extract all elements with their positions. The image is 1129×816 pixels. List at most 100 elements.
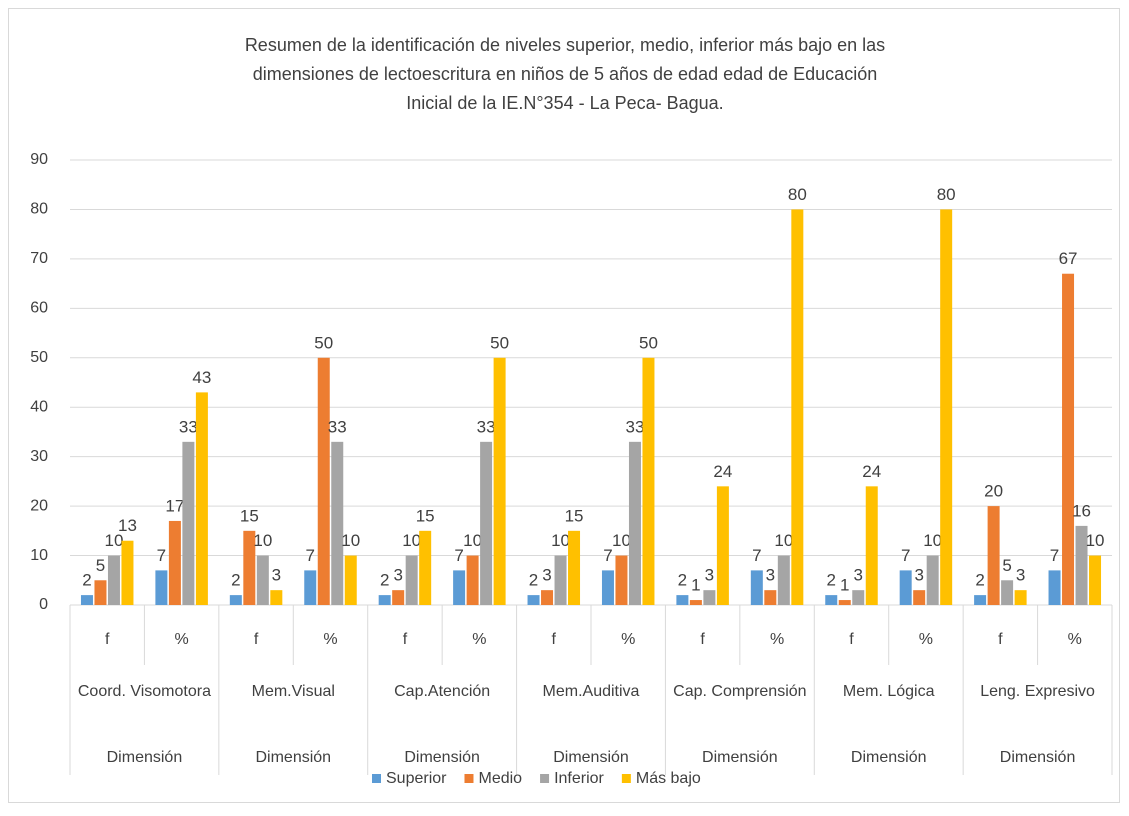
data-label: 10 (612, 531, 631, 550)
bar (852, 590, 865, 605)
group-label: Leng. Expresivo (980, 683, 1095, 700)
outer-label: Dimensión (404, 749, 480, 766)
y-tick-label: 20 (30, 497, 48, 514)
data-label: 3 (393, 566, 402, 585)
data-label: 10 (402, 531, 421, 550)
bar (1075, 525, 1088, 605)
x-tick-label: f (105, 631, 110, 648)
data-label: 2 (975, 571, 984, 590)
legend-label: Medio (478, 770, 522, 787)
bar (493, 357, 506, 605)
bar (987, 506, 1000, 605)
legend-label: Superior (386, 770, 447, 787)
data-label: 7 (603, 546, 612, 565)
data-label: 5 (96, 556, 105, 575)
data-label: 80 (788, 185, 807, 204)
y-tick-label: 10 (30, 547, 48, 564)
x-tick-label: % (621, 631, 635, 648)
bar (405, 555, 418, 605)
bar (304, 570, 317, 605)
outer-label: Dimensión (702, 749, 778, 766)
data-label: 2 (231, 571, 240, 590)
data-label: 10 (551, 531, 570, 550)
group-label: Mem.Auditiva (543, 683, 640, 700)
data-label: 7 (752, 546, 761, 565)
data-label: 2 (827, 571, 836, 590)
data-label: 24 (713, 462, 732, 481)
bar (764, 590, 777, 605)
data-label: 33 (328, 417, 347, 436)
data-label: 5 (1002, 556, 1011, 575)
data-label: 50 (639, 333, 658, 352)
data-label: 20 (984, 482, 1003, 501)
bar (838, 600, 851, 605)
x-tick-label: % (323, 631, 337, 648)
bar (1062, 273, 1075, 605)
chart-title: dimensiones de lectoescritura en niños d… (253, 64, 877, 84)
data-label: 10 (463, 531, 482, 550)
data-label: 80 (937, 185, 956, 204)
data-label: 50 (490, 333, 509, 352)
chart-title: Resumen de la identificación de niveles … (245, 35, 885, 55)
bar (1089, 555, 1102, 605)
bar (378, 595, 391, 605)
data-label: 7 (1050, 546, 1059, 565)
data-label: 13 (118, 516, 137, 535)
group-label: Cap. Comprensión (673, 683, 806, 700)
outer-label: Dimensión (1000, 749, 1076, 766)
data-label: 10 (105, 531, 124, 550)
bar (182, 441, 195, 605)
bar (689, 600, 702, 605)
legend-swatch (464, 774, 474, 783)
bar (676, 595, 689, 605)
y-tick-label: 80 (30, 201, 48, 218)
bar (940, 209, 953, 605)
bar (453, 570, 466, 605)
data-label: 16 (1072, 501, 1091, 520)
legend-label: Inferior (554, 770, 604, 787)
y-tick-label: 90 (30, 151, 48, 168)
bar (899, 570, 912, 605)
bar (601, 570, 614, 605)
bar (913, 590, 926, 605)
x-tick-label: f (552, 631, 557, 648)
data-label: 17 (165, 496, 184, 515)
y-tick-label: 0 (39, 596, 48, 613)
data-label: 7 (306, 546, 315, 565)
bar (331, 441, 344, 605)
x-tick-label: f (700, 631, 705, 648)
bar (1048, 570, 1061, 605)
bar (926, 555, 939, 605)
x-tick-label: f (998, 631, 1003, 648)
data-label: 24 (862, 462, 881, 481)
legend-swatch (621, 774, 631, 783)
bar (642, 357, 655, 605)
x-tick-label: % (919, 631, 933, 648)
data-label: 15 (240, 506, 259, 525)
bar (344, 555, 357, 605)
bar (974, 595, 987, 605)
bar (94, 580, 107, 605)
x-tick-label: f (403, 631, 408, 648)
bar (1001, 580, 1014, 605)
bar (256, 555, 269, 605)
data-label: 10 (341, 531, 360, 550)
group-label: Coord. Visomotora (78, 683, 211, 700)
bar (554, 555, 567, 605)
data-label: 1 (691, 576, 700, 595)
bar (466, 555, 479, 605)
bar (480, 441, 493, 605)
data-label: 67 (1059, 249, 1078, 268)
y-tick-label: 40 (30, 398, 48, 415)
group-label: Cap.Atención (394, 683, 490, 700)
data-label: 10 (253, 531, 272, 550)
bar (703, 590, 716, 605)
outer-label: Dimensión (107, 749, 183, 766)
data-label: 33 (477, 417, 496, 436)
x-tick-label: f (254, 631, 259, 648)
bar (229, 595, 242, 605)
data-label: 3 (914, 566, 923, 585)
x-tick-label: % (175, 631, 189, 648)
chart-border (8, 8, 1120, 803)
